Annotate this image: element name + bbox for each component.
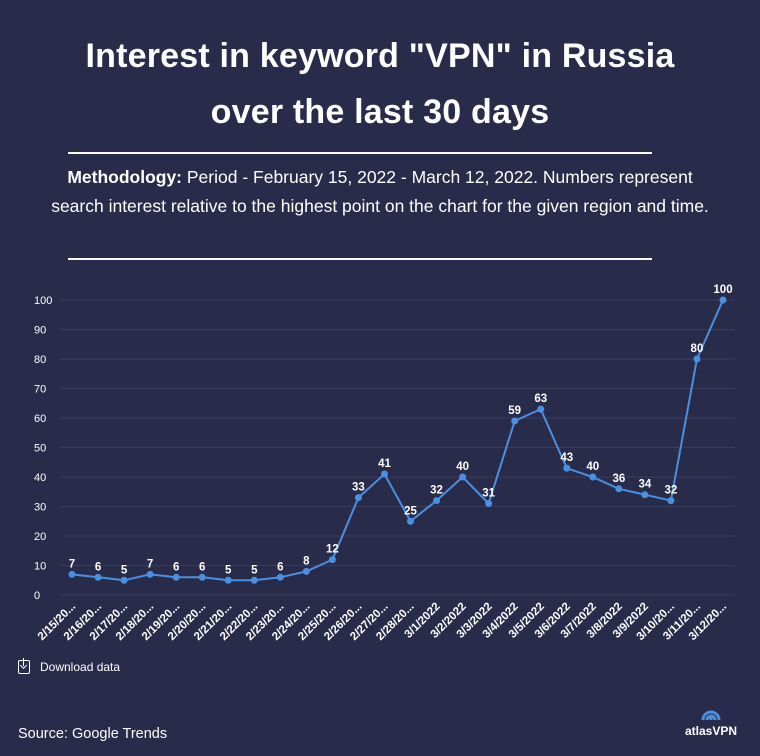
data-label: 40 [586,461,599,473]
y-tick-label: 100 [34,295,52,307]
data-label: 5 [251,564,258,576]
data-label: 7 [69,558,75,570]
data-label: 43 [560,452,573,464]
logo-text: atlasVPN [684,724,738,738]
data-label: 5 [225,564,232,576]
data-point [380,470,388,478]
data-label: 7 [147,558,153,570]
y-tick-label: 10 [34,561,46,573]
series-line [71,299,724,582]
data-label: 63 [534,393,547,405]
data-label: 40 [456,461,469,473]
data-point [198,573,206,581]
data-point [224,576,232,584]
source-note: Source: Google Trends [18,726,168,742]
data-point [120,576,128,584]
y-axis-ticks: 0 10 20 30 40 50 60 70 80 90 100 [34,295,52,602]
data-label: 32 [430,485,443,497]
data-label: 32 [665,485,678,497]
download-icon [18,658,30,674]
atlasvpn-logo: atlasVPN [680,702,742,738]
y-tick-label: 30 [34,502,46,514]
download-data-link[interactable]: Download data [18,658,120,676]
title-line-2: over the last 30 days [210,93,550,131]
data-point [354,494,362,502]
data-label: 59 [508,405,521,417]
methodology-label: Methodology: [67,167,183,187]
data-point [302,567,310,575]
data-point [433,497,441,505]
y-tick-label: 60 [34,413,46,425]
data-label: 36 [612,473,625,485]
data-point [94,573,102,581]
data-point [146,570,154,578]
top-divider [68,152,652,154]
title-line-1: Interest in keyword "VPN" in Russia [85,37,675,75]
y-tick-label: 80 [34,354,46,366]
data-label: 41 [378,458,391,470]
data-point [485,500,493,508]
data-point [250,576,258,584]
data-label: 33 [352,482,365,494]
data-label: 80 [691,343,704,355]
data-point [537,405,545,413]
data-point [328,556,336,564]
methodology-text: Period - February 15, 2022 - March 12, 2… [51,167,709,216]
data-point [407,517,415,525]
bottom-divider [68,258,652,260]
data-point [719,296,727,304]
data-point [68,570,76,578]
data-label: 6 [199,561,205,573]
data-label: 8 [303,555,310,567]
data-label: 31 [482,488,495,500]
data-point [459,473,467,481]
y-tick-label: 50 [34,443,46,455]
y-tick-label: 70 [34,384,46,396]
data-label: 6 [277,561,283,573]
data-point [563,464,571,472]
line-chart: 0 10 20 30 40 50 60 70 80 90 100 2/15/20...2/16/20… [34,284,735,643]
data-point [172,573,180,581]
y-tick-label: 90 [34,325,46,337]
data-labels: 7 6 5 7 6 6 5 5 6 8 12 33 41 25 32 40 31 59 63 43 40 36 34 32 80… [69,284,733,576]
data-points [68,296,727,584]
data-label: 5 [121,564,128,576]
data-label: 6 [95,561,101,573]
data-label: 34 [638,479,651,491]
data-point [693,355,701,363]
y-tick-label: 0 [34,590,40,602]
download-label: Download data [40,660,121,674]
data-label: 12 [326,544,339,556]
data-point [511,417,519,425]
data-label: 6 [173,561,179,573]
data-label: 25 [404,505,417,517]
series-polyline [71,299,724,582]
data-point [667,497,675,505]
data-label: 100 [713,284,732,296]
y-tick-label: 40 [34,472,46,484]
data-point [615,485,623,493]
data-point [641,491,649,499]
data-point [276,573,284,581]
methodology-note: Methodology: Period - February 15, 2022 … [40,163,720,221]
atlasvpn-logo-icon [701,710,721,721]
chart-title: Interest in keyword "VPN" in Russia over… [0,28,760,140]
y-tick-label: 20 [34,531,46,543]
data-point [589,473,597,481]
gridlines [60,299,735,596]
x-axis-ticks: 2/15/20...2/16/20...2/17/20...2/18/20...… [36,601,729,643]
